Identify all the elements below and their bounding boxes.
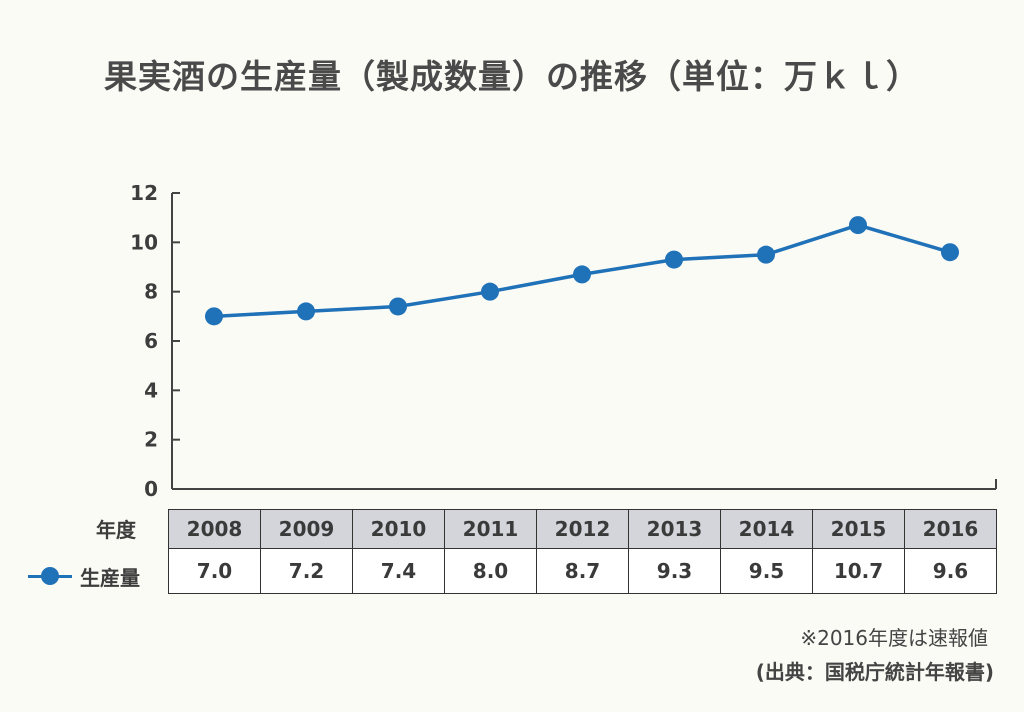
y-tick-label: 6 (144, 329, 158, 353)
data-point (665, 250, 683, 269)
legend-marker-icon (28, 561, 72, 591)
value-cell-2016: 9.6 (904, 548, 997, 594)
year-cell-2013: 2013 (628, 509, 721, 549)
data-point (389, 297, 407, 316)
year-cell-2008: 2008 (168, 509, 261, 549)
year-cell-2015: 2015 (812, 509, 905, 549)
chart-axes (171, 193, 997, 490)
year-cell-2010: 2010 (352, 509, 445, 549)
value-cell-2013: 9.3 (628, 548, 721, 594)
y-tick-label: 2 (144, 428, 158, 452)
year-cell-2009: 2009 (260, 509, 353, 549)
year-row-header: 年度 (96, 518, 136, 542)
footnote: ※2016年度は速報値 (800, 626, 988, 650)
value-cell-2014: 9.5 (720, 548, 813, 594)
value-cell-2011: 8.0 (444, 548, 537, 594)
year-cell-2014: 2014 (720, 509, 813, 549)
data-point (941, 243, 959, 262)
y-tick-label: 12 (130, 181, 158, 205)
chart-title: 果実酒の生産量（製成数量）の推移（単位：万ｋｌ） (104, 57, 920, 96)
legend-label: 生産量 (80, 565, 140, 590)
value-row: 7.0 7.2 7.4 8.0 8.7 9.3 9.5 10.7 9.6 (168, 548, 997, 594)
data-point (849, 216, 867, 235)
value-cell-2015: 10.7 (812, 548, 905, 594)
year-row: 2008 2009 2010 2011 2012 2013 2014 2015 … (168, 509, 997, 549)
series-layer (205, 216, 959, 326)
y-axis-ticks: 0 2 4 6 8 10 12 (130, 181, 180, 501)
source-note: (出典：国税庁統計年報書) (755, 660, 994, 684)
data-point (481, 282, 499, 301)
value-cell-2009: 7.2 (260, 548, 353, 594)
year-cell-2016: 2016 (904, 509, 997, 549)
y-tick-label: 8 (144, 280, 158, 304)
legend: 生産量 (28, 556, 140, 596)
data-point (205, 307, 223, 326)
y-tick-label: 4 (144, 378, 158, 402)
value-cell-2008: 7.0 (168, 548, 261, 594)
value-cell-2010: 7.4 (352, 548, 445, 594)
year-cell-2012: 2012 (536, 509, 629, 549)
y-tick-label: 10 (130, 230, 158, 254)
data-table: 2008 2009 2010 2011 2012 2013 2014 2015 … (168, 509, 997, 594)
y-tick-label: 0 (144, 477, 158, 501)
year-cell-2011: 2011 (444, 509, 537, 549)
data-point (573, 265, 591, 284)
data-point (297, 302, 315, 321)
data-point (757, 245, 775, 264)
value-cell-2012: 8.7 (536, 548, 629, 594)
